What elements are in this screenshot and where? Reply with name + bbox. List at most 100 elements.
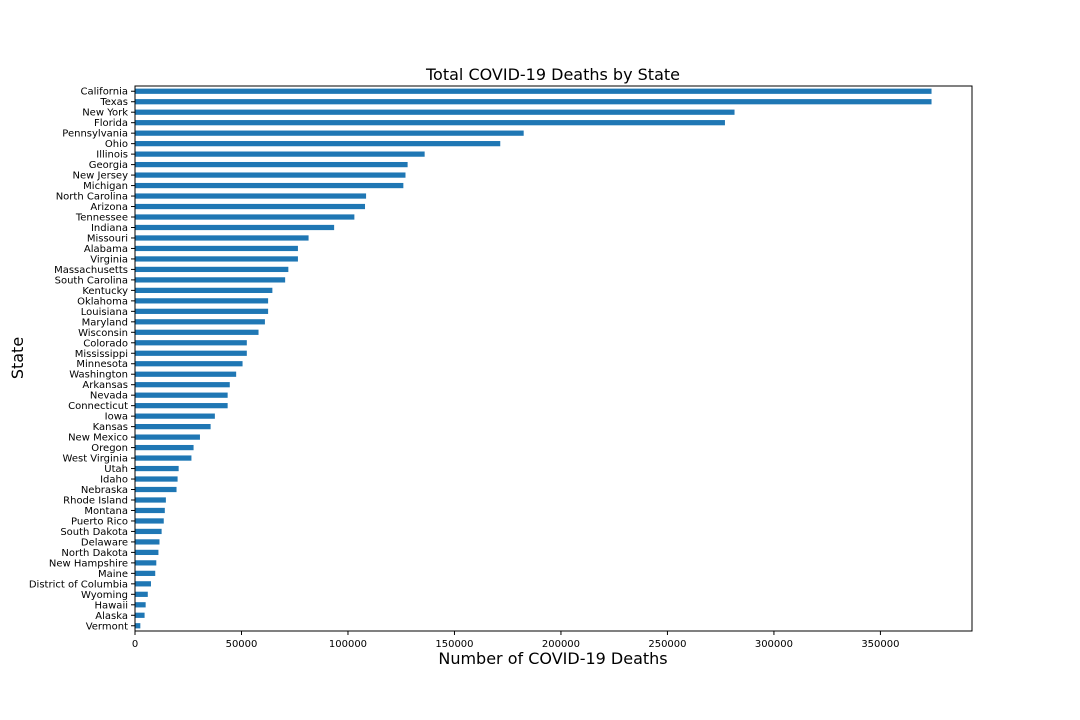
bar <box>135 539 160 545</box>
y-tick-label: Nebraska <box>81 485 128 496</box>
bar <box>135 340 247 346</box>
bar <box>135 298 269 304</box>
y-tick-label: Rhode Island <box>63 495 128 506</box>
bar <box>135 287 273 293</box>
y-tick-label: Idaho <box>100 475 128 486</box>
y-tick-label: Delaware <box>81 537 128 548</box>
y-tick-label: Oklahoma <box>77 296 128 307</box>
y-tick-label: Kentucky <box>82 286 128 297</box>
y-tick-label: Maine <box>98 569 128 580</box>
x-tick-label: 300000 <box>755 639 793 650</box>
y-tick-label: New Mexico <box>68 433 128 444</box>
y-tick-label: Connecticut <box>68 401 128 412</box>
plot-frame <box>134 85 973 632</box>
bar <box>135 350 247 356</box>
y-tick-label: New York <box>82 108 128 119</box>
bar <box>135 581 151 587</box>
bar <box>135 193 367 199</box>
bar <box>135 319 265 325</box>
bar <box>135 161 408 168</box>
y-tick-label: Illinois <box>96 150 128 161</box>
y-tick-label: Alabama <box>84 244 128 255</box>
bar <box>135 455 192 461</box>
x-tick-label: 200000 <box>542 639 580 650</box>
y-tick-label: Alaska <box>95 611 128 622</box>
bar <box>135 130 524 136</box>
y-tick-label: Wisconsin <box>78 328 128 339</box>
bar <box>135 444 194 451</box>
x-tick-label: 250000 <box>648 639 686 650</box>
x-tick-label: 350000 <box>861 639 899 650</box>
bar <box>135 172 406 178</box>
y-tick-label: Ohio <box>105 139 128 150</box>
y-tick-label: Tennessee <box>75 213 128 224</box>
y-tick-label: Florida <box>94 118 128 129</box>
chart-title: Total COVID-19 Deaths by State <box>425 65 680 84</box>
bar <box>135 182 404 189</box>
x-tick-label: 50000 <box>226 639 258 650</box>
bar <box>135 235 309 241</box>
x-ticks-group: 0 50000 100000 150000 200000 250000 300000 3500… <box>132 631 900 650</box>
bar <box>135 256 298 262</box>
y-tick-label: Montana <box>84 506 128 517</box>
y-tick-label: District of Columbia <box>29 579 128 590</box>
y-tick-label: Missouri <box>87 233 128 244</box>
y-tick-label: California <box>81 87 129 98</box>
bar <box>135 99 932 105</box>
bar <box>135 623 141 629</box>
y-tick-label: South Carolina <box>55 275 128 286</box>
bar <box>135 277 286 283</box>
bars-group <box>135 88 932 629</box>
bar <box>135 203 366 210</box>
y-tick-label: Virginia <box>90 254 128 265</box>
bar <box>135 549 159 556</box>
y-tick-label: Arizona <box>90 202 128 213</box>
bar <box>135 434 200 440</box>
y-tick-label: New Hampshire <box>49 558 128 569</box>
y-tick-label: Minnesota <box>76 359 128 370</box>
y-tick-label: Utah <box>104 464 128 475</box>
bar <box>135 486 177 493</box>
x-axis-label: Number of COVID-19 Deaths <box>438 649 667 668</box>
y-tick-label: Colorado <box>83 338 128 349</box>
x-tick-label: 0 <box>132 639 138 650</box>
y-tick-label: Pennsylvania <box>62 129 128 140</box>
y-tick-label: Indiana <box>91 223 128 234</box>
x-tick-label: 100000 <box>329 639 367 650</box>
bar <box>135 88 932 94</box>
y-tick-label: Maryland <box>82 317 128 328</box>
bar <box>135 528 162 535</box>
bar <box>135 214 355 220</box>
bar <box>135 602 146 608</box>
y-tick-label: South Dakota <box>60 527 128 538</box>
y-tick-label: North Carolina <box>56 192 128 203</box>
y-tick-label: Hawaii <box>94 600 128 611</box>
y-tick-label: New Jersey <box>73 171 129 182</box>
bar <box>135 361 243 367</box>
bar <box>135 392 228 398</box>
y-tick-label: Kansas <box>93 422 128 433</box>
y-tick-label: Massachusetts <box>54 265 128 276</box>
bar <box>135 371 237 377</box>
y-tick-label: Arkansas <box>82 380 128 391</box>
y-tick-label: Michigan <box>83 181 128 192</box>
bar <box>135 591 148 597</box>
bar <box>135 612 145 618</box>
bar <box>135 245 298 252</box>
y-tick-label: Louisiana <box>81 307 128 318</box>
y-tick-label: Nevada <box>90 391 128 402</box>
bar <box>135 476 178 482</box>
bar <box>135 151 425 157</box>
y-tick-label: Wyoming <box>81 590 128 601</box>
bar <box>135 308 269 314</box>
bar <box>135 141 501 147</box>
y-tick-label: Texas <box>99 97 128 108</box>
y-tick-label: Mississippi <box>75 349 128 360</box>
y-tick-label: Georgia <box>89 160 128 171</box>
y-axis-label: State <box>8 337 27 379</box>
y-tick-label: Puerto Rico <box>71 516 128 527</box>
bar <box>135 120 725 126</box>
bar <box>135 424 211 430</box>
y-tick-label: North Dakota <box>61 548 128 559</box>
bar <box>135 507 165 514</box>
